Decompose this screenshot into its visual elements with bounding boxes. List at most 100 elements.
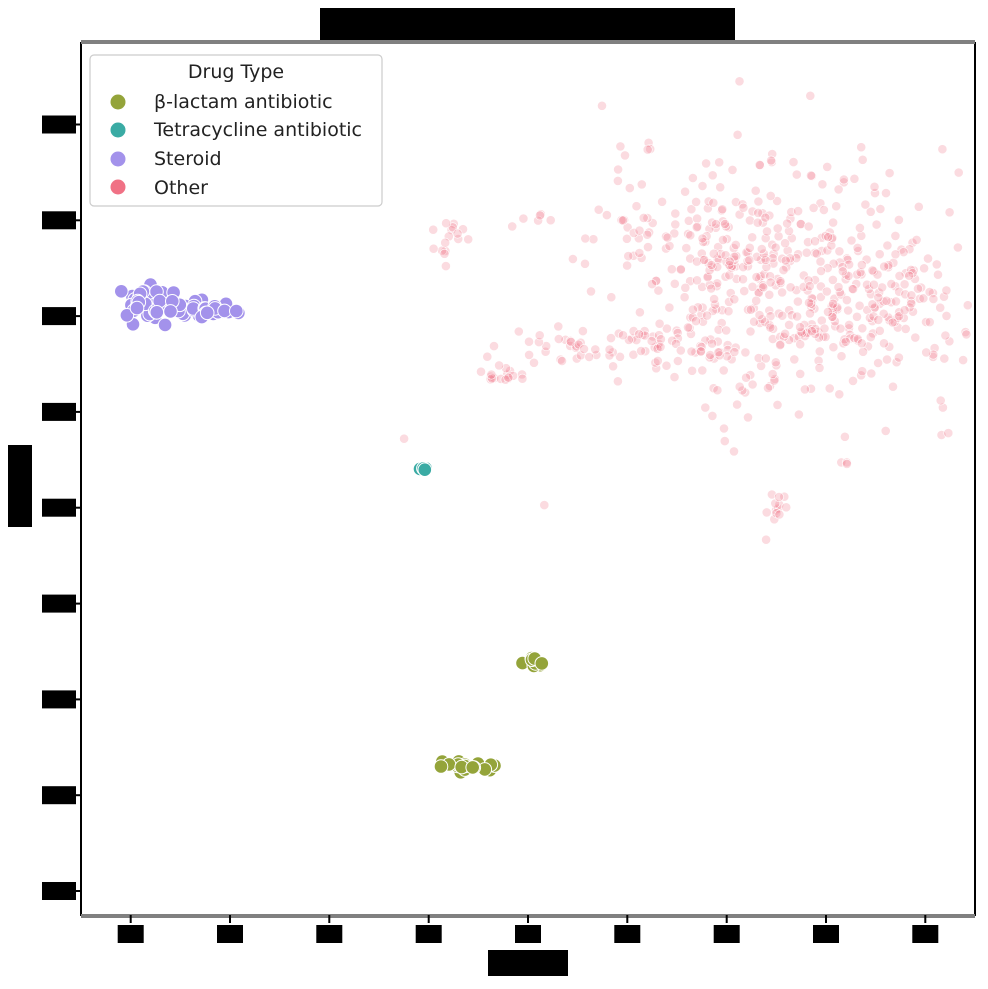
data-point [754,310,765,320]
data-point [760,353,771,364]
data-point [842,295,852,305]
data-point [578,326,588,336]
data-point [642,144,653,155]
data-point [944,336,955,347]
data-point [919,263,929,274]
data-point [494,360,504,371]
data-point [647,218,658,228]
data-point [697,233,708,244]
data-point [785,282,796,293]
data-point [608,361,618,372]
data-point [712,385,723,396]
data-point [900,323,911,334]
data-point [828,298,838,309]
data-point [775,339,786,350]
data-point [878,296,889,307]
data-point [672,327,683,338]
data-point [857,259,867,270]
data-point [720,271,731,282]
data-point [606,333,616,343]
data-point [590,344,601,355]
data-point [229,303,244,319]
data-point [846,235,857,246]
data-point [604,344,615,355]
data-point [877,282,887,293]
data-point [707,170,718,181]
data-point [718,365,729,376]
data-point [613,164,623,175]
data-point [868,311,879,322]
data-point [745,215,755,226]
data-point [428,243,439,254]
data-point [732,129,743,140]
data-point [742,256,753,266]
data-point [836,351,847,362]
data-point [780,328,790,339]
data-point [794,409,804,420]
data-point [904,302,915,313]
data-point [615,141,626,152]
data-point [755,160,766,171]
data-point [774,492,784,502]
data-point [831,201,842,212]
data-point [482,351,493,362]
data-point [801,247,812,258]
data-point [513,326,524,337]
data-point [524,349,534,360]
data-point [869,279,879,290]
data-point [871,219,882,230]
data-point [754,159,765,170]
data-point [640,346,651,357]
data-point [417,462,433,478]
data-point [853,246,863,256]
data-point [586,286,596,297]
data-point [657,196,667,207]
data-point [636,346,646,356]
data-point [680,186,690,197]
data-point [701,158,711,169]
redacted-y-tick [42,882,76,900]
data-point [685,230,696,241]
data-point [758,217,768,228]
data-point [534,656,550,671]
data-point [697,181,708,191]
data-point [588,234,599,245]
data-point [894,307,904,318]
data-point [775,331,786,342]
data-point [937,144,948,155]
data-point [767,253,778,264]
data-point [652,355,663,366]
legend-label: Steroid [154,148,222,170]
data-point [555,354,566,365]
data-point [837,266,848,277]
data-point [628,326,639,336]
data-point [904,270,915,281]
data-point [638,212,649,223]
data-point [910,273,920,284]
data-point [439,248,450,259]
data-point [732,399,742,410]
data-point [618,215,628,226]
redacted-labels [8,8,939,976]
data-point [661,360,672,371]
data-point [680,282,691,293]
data-point [855,222,865,233]
data-point [675,264,686,275]
data-point [763,383,773,393]
redacted-y-tick [42,690,76,709]
data-point [622,222,633,233]
data-point [717,204,728,215]
redacted-x-tick [217,925,243,943]
data-point [866,368,877,379]
data-point [865,332,876,342]
data-point [722,351,732,362]
data-point [785,253,796,264]
data-point [913,283,923,294]
data-point [773,231,784,242]
data-point [507,221,518,232]
data-point [900,289,911,300]
data-point [654,318,665,329]
data-point [863,341,873,352]
data-point [758,282,769,293]
redacted-y-tick [42,786,76,805]
